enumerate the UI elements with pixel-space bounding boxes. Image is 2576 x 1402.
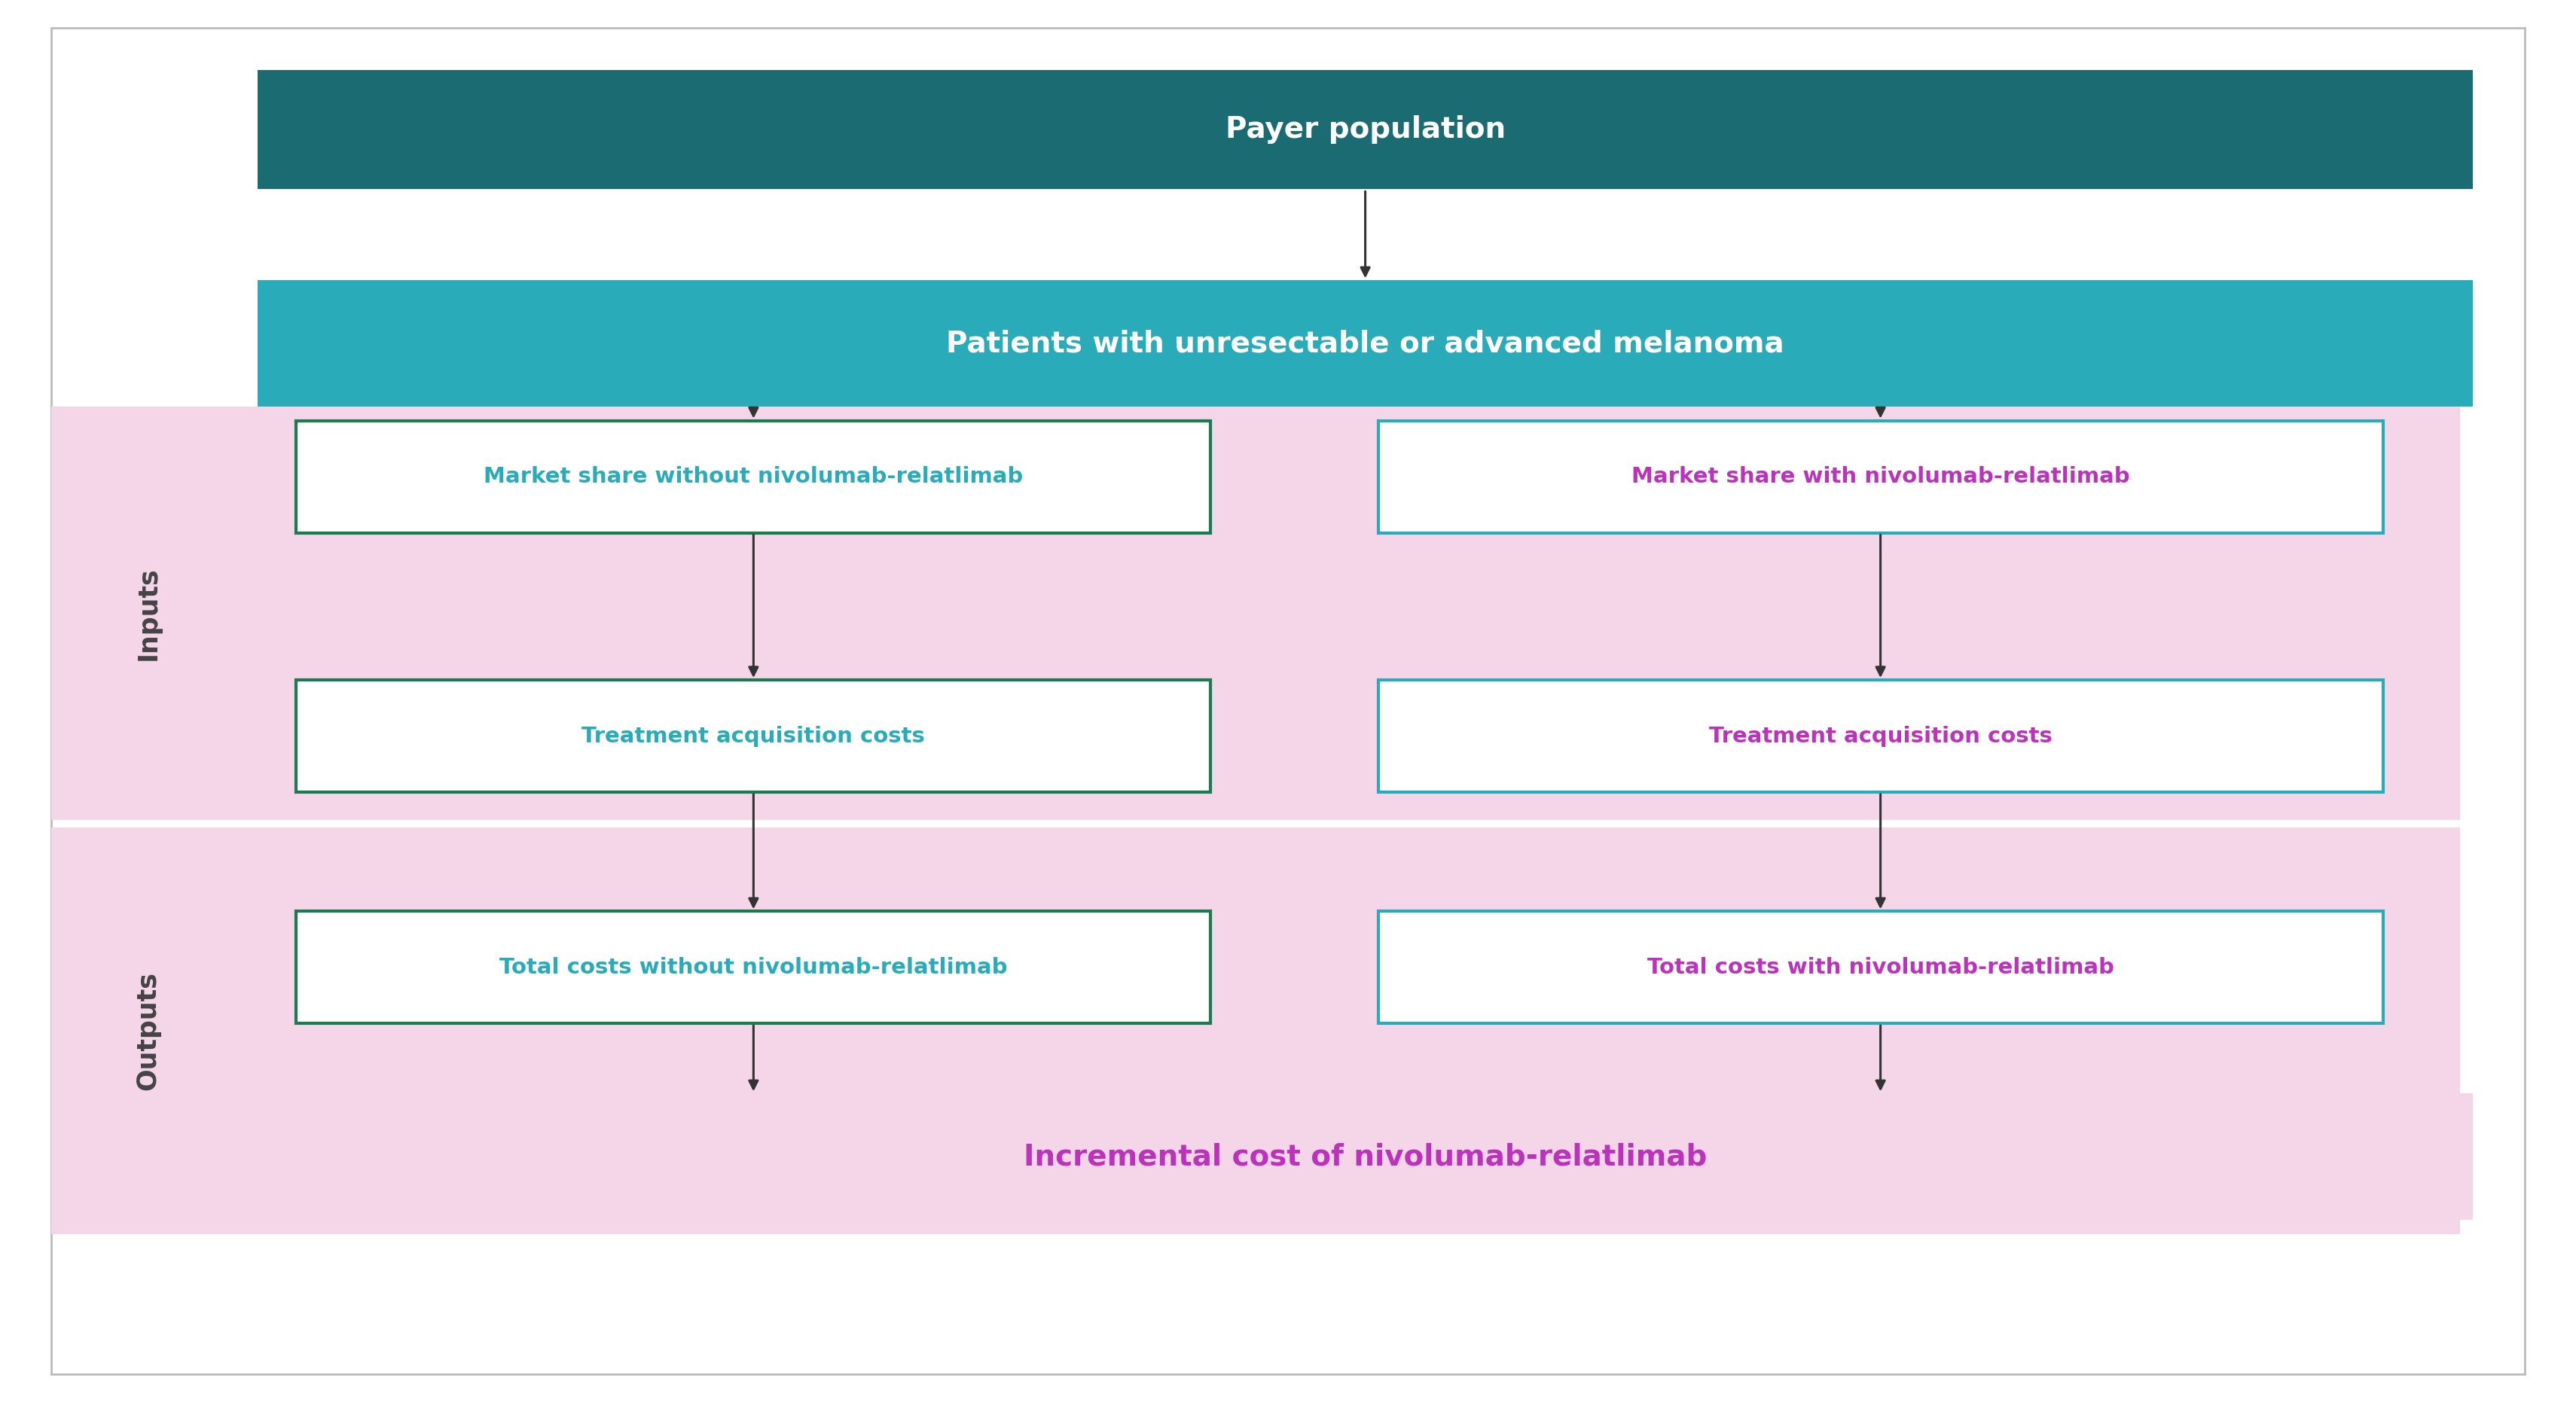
Text: Patients with unresectable or advanced melanoma: Patients with unresectable or advanced m…: [945, 329, 1785, 358]
Bar: [296, 421, 1211, 533]
Text: Payer population: Payer population: [1226, 115, 1504, 144]
Bar: [1378, 680, 2383, 792]
Bar: [1378, 911, 2383, 1023]
Text: Treatment acquisition costs: Treatment acquisition costs: [582, 725, 925, 747]
Bar: [296, 680, 1211, 792]
Text: Outputs: Outputs: [137, 972, 160, 1089]
Text: Total costs without nivolumab-relatlimab: Total costs without nivolumab-relatlimab: [500, 956, 1007, 979]
Bar: [296, 911, 1211, 1023]
Text: Incremental cost of nivolumab-relatlimab: Incremental cost of nivolumab-relatlimab: [1023, 1143, 1708, 1171]
Text: Inputs: Inputs: [137, 566, 160, 660]
Bar: [258, 280, 2473, 407]
Text: Treatment acquisition costs: Treatment acquisition costs: [1708, 725, 2053, 747]
Bar: [1378, 421, 2383, 533]
Text: Total costs with nivolumab-relatlimab: Total costs with nivolumab-relatlimab: [1646, 956, 2115, 979]
Bar: [258, 70, 2473, 189]
Bar: [52, 827, 2460, 1234]
Bar: [52, 407, 2460, 820]
Text: Market share without nivolumab-relatlimab: Market share without nivolumab-relatlima…: [484, 465, 1023, 488]
Bar: [258, 1094, 2473, 1220]
Text: Market share with nivolumab-relatlimab: Market share with nivolumab-relatlimab: [1631, 465, 2130, 488]
